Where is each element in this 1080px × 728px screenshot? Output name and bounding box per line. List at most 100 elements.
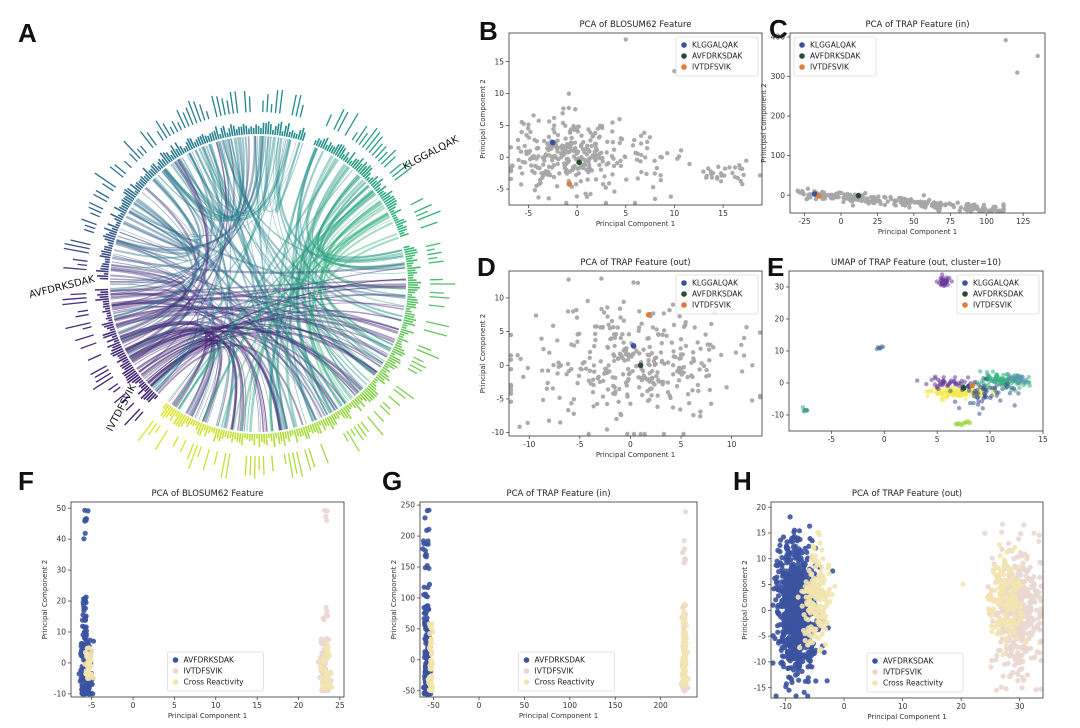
cluster-point [990, 369, 996, 374]
chord-ribbon [147, 327, 384, 383]
cluster-point [988, 385, 993, 391]
chord-outer-segment [428, 304, 445, 308]
chord-outer-segment [418, 344, 432, 352]
data-point [622, 154, 627, 159]
chord-ribbon [132, 330, 346, 405]
data-point [574, 315, 580, 320]
data-point [529, 163, 534, 168]
chord-ribbon [154, 302, 405, 391]
data-point [667, 308, 672, 313]
data-point [1016, 563, 1023, 570]
data-point [534, 146, 539, 151]
chord-segment [404, 312, 416, 316]
data-point [775, 623, 781, 629]
chord-segment [275, 432, 278, 439]
chord-segment [148, 169, 155, 177]
chord-segment [104, 307, 111, 310]
chord-ribbon [297, 147, 394, 346]
chord-segment [407, 269, 416, 272]
legend-label: AVFDRKSDAK [692, 52, 744, 61]
data-point [685, 374, 690, 380]
chord-outer-segment [249, 455, 252, 476]
cluster-point [985, 372, 990, 377]
cluster-point [959, 393, 964, 398]
chord-ribbon [148, 343, 247, 432]
data-point [86, 691, 92, 697]
data-point [690, 350, 696, 355]
data-point [682, 601, 688, 607]
chord-segment [369, 175, 379, 185]
chord-segment [309, 424, 315, 434]
chord-ribbon [296, 165, 349, 416]
chord-segment [183, 147, 187, 153]
chord-outer-segment [124, 408, 141, 426]
chord-segment [291, 429, 294, 435]
chord-ribbon [177, 169, 353, 410]
y-tick-label: -10 [492, 428, 504, 437]
legend-label: IVTDFSVIK [692, 63, 732, 72]
chord-ribbon [111, 301, 289, 430]
chord-ribbon [124, 311, 399, 349]
data-point [611, 163, 617, 169]
data-point [930, 202, 935, 207]
data-point [744, 325, 749, 330]
data-point [565, 309, 571, 314]
chord-ribbon [283, 147, 317, 425]
chord-ribbon [126, 267, 406, 353]
chord-segment [198, 423, 205, 436]
chord-ribbon [122, 210, 193, 252]
data-point [798, 548, 804, 554]
data-point [611, 383, 616, 388]
chord-outer-segment [353, 426, 364, 441]
chord-segment [194, 420, 199, 427]
data-point [670, 405, 676, 410]
data-point [652, 171, 657, 176]
chord-segment [392, 348, 406, 356]
data-point [573, 172, 579, 178]
chord-segment [123, 188, 137, 198]
data-point [81, 536, 87, 542]
chord-segment [193, 141, 198, 148]
chord-group-label: AVFDRKSDAK [28, 274, 96, 301]
data-point [681, 364, 687, 370]
data-point [775, 587, 781, 593]
chord-ribbon [133, 202, 344, 407]
panel-label-c: C [769, 14, 788, 44]
data-point [585, 143, 590, 148]
chord-segment [334, 143, 343, 156]
chord-outer-segment [365, 131, 381, 151]
y-tick-label: 5 [499, 121, 504, 130]
legend-label: AVFDRKSDAK [973, 290, 1025, 299]
data-point [656, 377, 661, 383]
chord-ribbon [138, 325, 383, 373]
data-point [603, 185, 608, 190]
chord-outer-segment [413, 356, 424, 363]
chord-segment [117, 352, 126, 358]
cluster-point [1011, 374, 1017, 379]
data-point [873, 197, 878, 202]
data-point [785, 545, 791, 551]
chord-segment [352, 399, 363, 412]
data-point [819, 564, 825, 570]
y-tick-label: 20 [56, 597, 66, 606]
data-point [1037, 620, 1043, 627]
chord-segment [342, 406, 352, 420]
legend-label: IVTDFSVIK [883, 668, 923, 677]
data-point [555, 338, 560, 343]
data-point [650, 185, 656, 190]
chord-ribbon [317, 175, 405, 268]
data-point [613, 332, 619, 337]
data-point [584, 152, 589, 157]
data-point [427, 666, 433, 672]
chord-outer-segment [92, 376, 114, 390]
data-point [797, 190, 803, 195]
data-point [625, 392, 630, 397]
chord-segment [199, 135, 205, 145]
data-point [841, 199, 846, 205]
data-point [923, 202, 928, 207]
chord-ribbon [321, 192, 404, 263]
data-point [655, 404, 660, 409]
chord-segment [160, 404, 170, 417]
data-point [557, 171, 562, 176]
